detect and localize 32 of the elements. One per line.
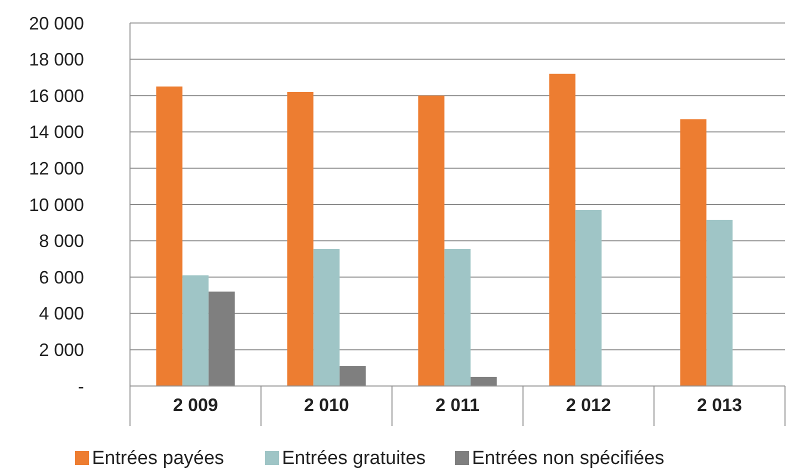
legend-label: Entrées payées: [92, 448, 224, 469]
legend-label: Entrées non spécifiées: [472, 448, 664, 469]
bar: [208, 292, 235, 386]
bar: [549, 74, 576, 386]
bar: [444, 248, 471, 386]
bar: [340, 366, 366, 386]
bar: [156, 86, 182, 386]
y-tick-label: 14 000: [28, 122, 84, 142]
y-tick-label: 4 000: [38, 304, 84, 324]
bar: [313, 248, 340, 386]
bar: [575, 210, 602, 386]
y-tick-label: 8 000: [38, 231, 84, 252]
y-tick-label: 18 000: [28, 50, 84, 70]
bar: [470, 376, 497, 386]
bar: [287, 92, 314, 386]
legend-label: Entrées gratuites: [282, 448, 426, 469]
x-tick-label: 2 009: [172, 395, 218, 415]
y-tick-label: -: [78, 376, 84, 396]
x-tick-label: 2 011: [435, 395, 480, 415]
bar: [418, 96, 444, 386]
bar: [182, 275, 209, 386]
y-tick-label: 12 000: [28, 158, 84, 178]
y-tick-label: 20 000: [28, 13, 84, 34]
y-tick-label: 10 000: [28, 194, 84, 215]
x-tick-label: 2 012: [566, 395, 612, 415]
x-tick-label: 2 013: [696, 395, 742, 415]
bar: [706, 220, 733, 386]
bar: [680, 119, 706, 386]
x-tick-label: 2 010: [304, 395, 350, 415]
y-tick-label: 2 000: [38, 340, 84, 360]
y-tick-label: 6 000: [38, 267, 84, 288]
y-tick-label: 16 000: [28, 86, 84, 106]
